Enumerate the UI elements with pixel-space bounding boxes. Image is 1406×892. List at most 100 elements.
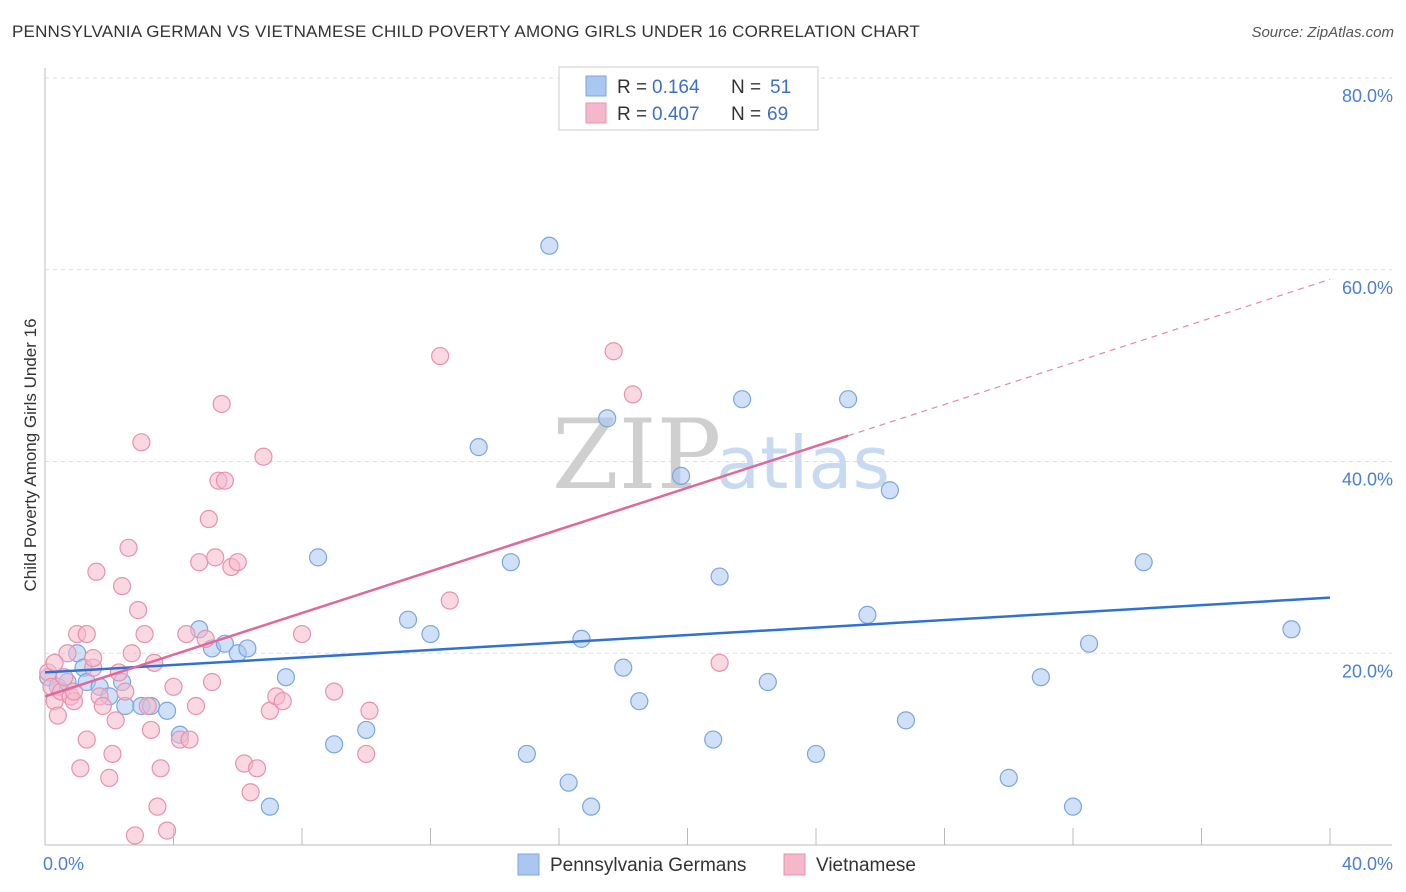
- point-vietnamese: [292, 624, 312, 644]
- point-vietnamese: [129, 601, 148, 620]
- point-pennsylvania-german: [582, 797, 601, 816]
- point-vietnamese: [190, 553, 209, 572]
- point-vietnamese: [440, 591, 459, 610]
- trend-line-vietnamese: [44, 434, 849, 698]
- point-pennsylvania-german: [614, 658, 633, 677]
- point-pennsylvania-german: [517, 744, 536, 764]
- point-vietnamese: [177, 624, 196, 644]
- point-pennsylvania-german: [572, 629, 591, 648]
- bottom-legend: Pennsylvania Germans Vietnamese: [517, 853, 916, 876]
- point-vietnamese: [151, 759, 170, 778]
- bottom-legend-swatch-1: [517, 853, 540, 876]
- chart-source: Source: ZipAtlas.com: [1251, 24, 1394, 41]
- point-pennsylvania-german: [999, 768, 1018, 787]
- point-vietnamese: [125, 826, 145, 845]
- point-pennsylvania-german: [308, 548, 328, 567]
- point-vietnamese: [135, 624, 154, 644]
- point-vietnamese: [206, 548, 225, 567]
- y-tick-labels: 20.0% 40.0% 60.0% 80.0%: [1342, 86, 1393, 681]
- bottom-legend-label-1: Pennsylvania Germans: [550, 855, 746, 876]
- point-vietnamese: [604, 342, 623, 361]
- point-pennsylvania-german: [710, 567, 729, 586]
- point-pennsylvania-german: [806, 744, 826, 764]
- point-pennsylvania-german: [858, 605, 877, 625]
- legend-r-value-1: 0.164: [652, 77, 700, 98]
- point-vietnamese: [431, 346, 450, 366]
- point-vietnamese: [228, 553, 247, 572]
- point-pennsylvania-german: [325, 735, 344, 754]
- point-vietnamese: [215, 471, 234, 490]
- x-tick-labels: 0.0% 40.0%: [43, 854, 1393, 874]
- x-tick-label: 40.0%: [1342, 854, 1393, 874]
- point-pennsylvania-german: [1134, 553, 1153, 572]
- point-vietnamese: [241, 783, 260, 802]
- point-vietnamese: [87, 562, 106, 581]
- legend-swatch-1: [585, 75, 607, 97]
- point-vietnamese: [273, 692, 292, 711]
- point-vietnamese: [199, 509, 218, 529]
- trend-line-pennsylvania-german: [44, 596, 1331, 674]
- point-vietnamese: [710, 653, 729, 672]
- point-pennsylvania-german: [540, 236, 559, 255]
- point-pennsylvania-german: [1079, 634, 1099, 653]
- point-vietnamese: [254, 447, 273, 466]
- gridlines: [45, 77, 1392, 654]
- point-pennsylvania-german: [1282, 620, 1301, 639]
- point-vietnamese: [132, 433, 151, 452]
- point-vietnamese: [202, 672, 222, 692]
- axes: [44, 68, 1392, 846]
- watermark: ZIP atlas: [552, 399, 890, 511]
- point-pennsylvania-german: [157, 701, 177, 720]
- y-tick-label: 80.0%: [1342, 86, 1393, 106]
- point-vietnamese: [148, 797, 167, 816]
- point-pennsylvania-german: [630, 692, 649, 711]
- x-tick-label: 0.0%: [43, 854, 84, 874]
- trend-line-vietnamese-extension: [847, 278, 1331, 437]
- legend-n-value-1: 51: [770, 77, 791, 98]
- point-pennsylvania-german: [238, 639, 257, 658]
- point-pennsylvania-german: [896, 711, 916, 730]
- point-vietnamese: [325, 682, 344, 701]
- point-vietnamese: [119, 538, 138, 557]
- legend: R = 0.164 N = 51 R = 0.407 N = 69: [558, 66, 819, 131]
- legend-r-label-1: R =: [617, 77, 647, 98]
- point-vietnamese: [623, 385, 642, 404]
- point-vietnamese: [58, 644, 77, 663]
- point-vietnamese: [360, 701, 379, 720]
- point-vietnamese: [103, 744, 122, 764]
- point-pennsylvania-german: [469, 438, 488, 457]
- point-vietnamese: [77, 730, 96, 749]
- point-vietnamese: [93, 696, 112, 716]
- point-pennsylvania-german: [398, 610, 418, 629]
- bottom-legend-label-2: Vietnamese: [816, 855, 916, 876]
- point-vietnamese: [100, 768, 119, 787]
- point-pennsylvania-german: [671, 466, 691, 485]
- point-pennsylvania-german: [1031, 668, 1050, 687]
- point-pennsylvania-german: [758, 672, 777, 692]
- legend-swatch-2: [585, 102, 607, 124]
- point-vietnamese: [122, 644, 141, 663]
- point-vietnamese: [186, 696, 206, 716]
- point-pennsylvania-german: [704, 730, 723, 749]
- watermark-atlas: atlas: [716, 421, 890, 505]
- y-axis-label: Child Poverty Among Girls Under 16: [21, 318, 40, 591]
- point-vietnamese: [112, 577, 132, 596]
- point-vietnamese: [164, 677, 183, 696]
- y-tick-label: 20.0%: [1342, 661, 1393, 681]
- point-pennsylvania-german: [559, 773, 578, 792]
- point-vietnamese: [45, 653, 64, 672]
- point-pennsylvania-german: [357, 720, 376, 740]
- bottom-legend-swatch-2: [783, 853, 806, 876]
- point-vietnamese: [141, 720, 161, 740]
- watermark-zip: ZIP: [552, 399, 721, 511]
- point-pennsylvania-german: [421, 624, 440, 644]
- point-pennsylvania-german: [598, 409, 617, 428]
- point-pennsylvania-german: [276, 668, 296, 687]
- point-vietnamese: [180, 730, 199, 749]
- point-pennsylvania-german: [260, 797, 279, 816]
- point-vietnamese: [77, 624, 96, 644]
- legend-n-label-2: N =: [731, 104, 761, 125]
- point-pennsylvania-german: [733, 390, 752, 409]
- point-vietnamese: [157, 821, 177, 840]
